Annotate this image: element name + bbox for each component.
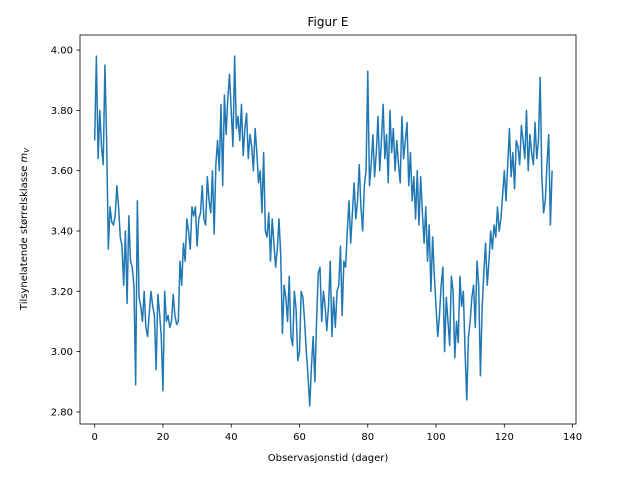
y-tick-label: 3.60 bbox=[51, 166, 73, 177]
plot-area bbox=[93, 55, 553, 407]
x-tick-label: 40 bbox=[225, 432, 238, 443]
x-tick-label: 120 bbox=[495, 432, 514, 443]
y-tick-label: 3.20 bbox=[51, 287, 73, 298]
y-tick-label: 3.40 bbox=[51, 227, 73, 238]
chart-title: Figur E bbox=[308, 15, 349, 29]
y-axis-label: Tilsynelatende størrelsklasse mV bbox=[19, 147, 31, 311]
y-tick-label: 3.80 bbox=[51, 106, 73, 117]
x-tick-label: 60 bbox=[293, 432, 306, 443]
y-axis-ticks: 2.80 3.00 3.20 3.40 3.60 3.80 4.00 bbox=[51, 46, 80, 418]
y-axis-label-sub: V bbox=[23, 147, 31, 153]
y-axis-label-main: Tilsynelatende størrelsklasse bbox=[19, 162, 30, 311]
x-axis-label: Observasjonstid (dager) bbox=[268, 453, 389, 464]
x-tick-label: 80 bbox=[361, 432, 374, 443]
y-tick-label: 3.00 bbox=[51, 347, 73, 358]
series-line bbox=[93, 55, 553, 407]
x-tick-label: 20 bbox=[157, 432, 170, 443]
y-axis-label-math: m bbox=[19, 152, 30, 162]
x-tick-label: 140 bbox=[563, 432, 582, 443]
x-axis-ticks: 0 20 40 60 80 100 120 140 bbox=[91, 424, 582, 443]
axes-frame bbox=[79, 34, 577, 425]
x-tick-label: 0 bbox=[91, 432, 97, 443]
x-tick-label: 100 bbox=[426, 432, 445, 443]
y-tick-label: 2.80 bbox=[51, 407, 73, 418]
y-tick-label: 4.00 bbox=[51, 46, 73, 57]
